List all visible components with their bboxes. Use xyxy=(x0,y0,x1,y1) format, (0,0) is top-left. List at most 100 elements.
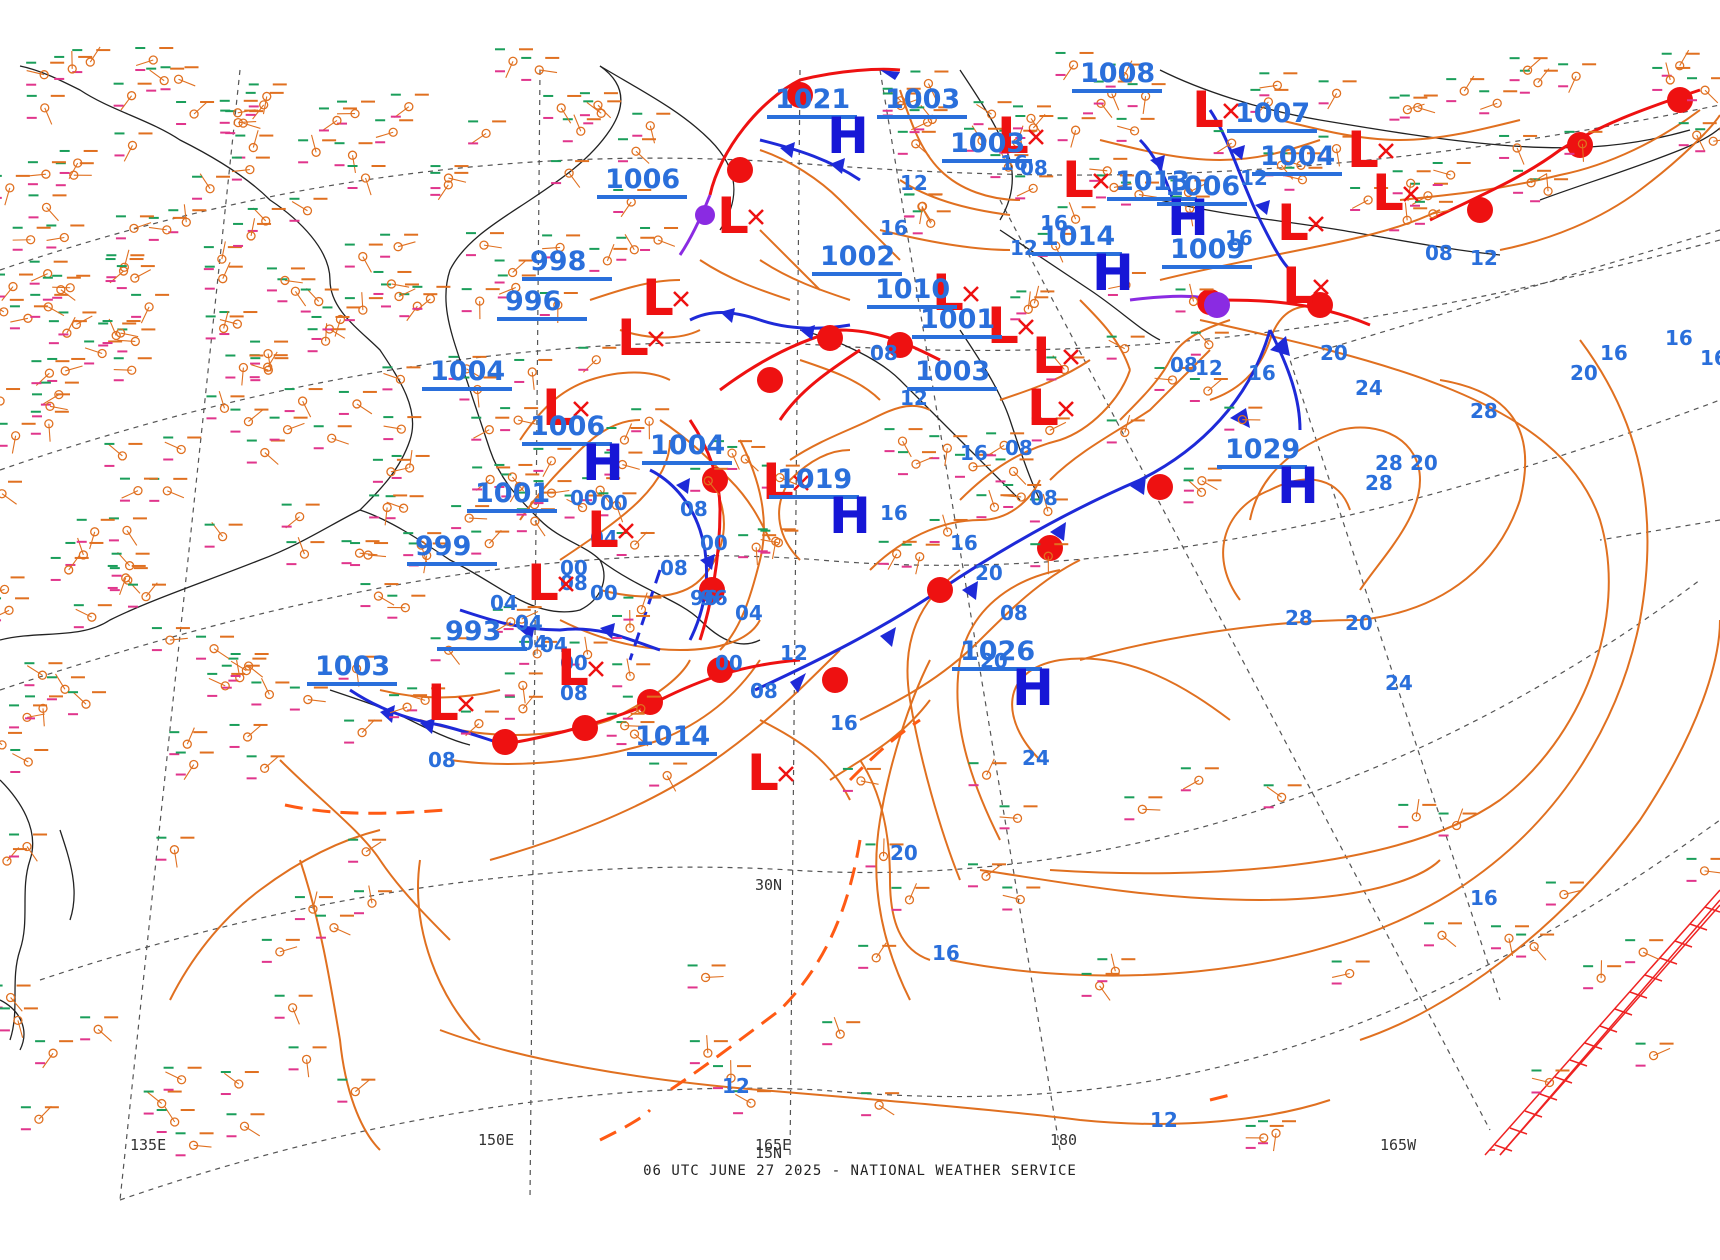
wind-barb xyxy=(1063,64,1074,81)
dewpoint-mark xyxy=(40,381,51,384)
dewpoint-mark xyxy=(504,695,515,698)
temperature-mark xyxy=(338,677,349,680)
temperature-mark xyxy=(372,480,383,483)
isobar-label: 00 xyxy=(560,556,588,580)
temperature-mark xyxy=(294,918,305,921)
dewpoint-mark xyxy=(901,543,912,546)
wind-barb xyxy=(247,724,262,738)
pressure-mark xyxy=(902,540,917,543)
station-plot xyxy=(1509,57,1548,82)
pressure-mark xyxy=(274,340,289,343)
station-circle xyxy=(23,313,33,323)
dewpoint-mark xyxy=(353,890,364,893)
station-plot xyxy=(58,311,97,336)
station-plot xyxy=(269,416,308,441)
low-center-x xyxy=(588,661,604,677)
pressure-mark xyxy=(79,162,94,165)
grid-label: 15N xyxy=(755,1144,782,1162)
pressure-mark xyxy=(53,260,68,263)
dewpoint-mark xyxy=(1490,925,1501,928)
station-circle xyxy=(546,488,557,498)
station-circle xyxy=(233,108,243,118)
dewpoint-mark xyxy=(904,193,915,196)
temperature-mark xyxy=(622,717,633,720)
dewpoint-mark xyxy=(46,676,57,679)
temperature-mark xyxy=(266,289,277,292)
dewpoint-mark xyxy=(247,207,258,210)
pressure-mark xyxy=(228,523,243,526)
temperature-mark xyxy=(494,485,505,488)
isobar-label: 12 xyxy=(1195,356,1223,380)
station-plot xyxy=(1029,493,1068,523)
station-circle xyxy=(1272,80,1283,90)
wind-barb xyxy=(193,1144,212,1148)
pressure-mark xyxy=(337,425,352,428)
temperature-mark xyxy=(383,438,394,441)
station-plot xyxy=(738,534,777,566)
pressure-mark xyxy=(399,119,414,122)
station-circle xyxy=(44,368,55,378)
grid-label: 30N xyxy=(755,876,782,894)
dewpoint-mark xyxy=(632,112,643,115)
wind-barb xyxy=(622,464,640,470)
temperature-mark xyxy=(1686,879,1697,882)
wind-barb xyxy=(448,649,461,665)
dewpoint-mark xyxy=(127,583,138,586)
pressure-mark xyxy=(406,366,421,369)
temperature-mark xyxy=(107,586,118,589)
temperature-mark xyxy=(108,539,119,542)
isobar-label: 08 xyxy=(1005,436,1033,460)
station-plot xyxy=(569,636,608,666)
dewpoint-mark xyxy=(1509,57,1520,60)
dewpoint-mark xyxy=(284,388,295,391)
station-plot xyxy=(32,393,71,418)
station-plot xyxy=(589,243,628,272)
station-circle xyxy=(1183,187,1194,198)
dewpoint-mark xyxy=(412,285,423,288)
high-symbol: H xyxy=(1092,244,1134,302)
station-circle xyxy=(287,1003,298,1013)
pressure-mark xyxy=(6,388,21,391)
temperature-mark xyxy=(733,1112,744,1115)
pressure-mark xyxy=(227,246,242,249)
dewpoint-mark xyxy=(0,422,8,425)
station-circle xyxy=(205,184,215,194)
temperature-mark xyxy=(245,113,256,116)
station-circle xyxy=(396,424,406,434)
temperature-mark xyxy=(1127,105,1138,108)
station-circle xyxy=(602,256,613,266)
temperature-mark xyxy=(1175,310,1186,313)
pressure-mark xyxy=(1140,117,1155,120)
pressure-mark xyxy=(52,194,67,197)
station-plot xyxy=(31,360,70,386)
pressure-mark xyxy=(711,964,726,967)
temperature-mark xyxy=(1095,196,1106,199)
wind-barb xyxy=(420,544,428,563)
station-circle xyxy=(62,328,72,338)
wind-barb xyxy=(623,423,633,441)
dewpoint-mark xyxy=(104,442,115,445)
dewpoint-mark xyxy=(1446,78,1457,81)
pressure-mark xyxy=(1514,925,1529,928)
dewpoint-mark xyxy=(403,532,414,535)
station-plot xyxy=(298,134,337,164)
station-plot xyxy=(727,445,766,472)
station-plot xyxy=(204,262,243,290)
temperature-mark xyxy=(1389,118,1400,121)
temperature-mark xyxy=(562,140,573,143)
station-plot xyxy=(230,408,269,433)
station-plot xyxy=(1558,63,1597,93)
wind-barb xyxy=(1111,93,1120,111)
isobar-label: 04 xyxy=(735,601,763,625)
station-circle xyxy=(986,109,997,119)
station-plot xyxy=(865,838,904,868)
pressure-value: 1029 xyxy=(1225,434,1300,465)
pressure-mark xyxy=(432,542,447,545)
station-plot xyxy=(73,604,112,629)
wind-barb xyxy=(551,489,570,494)
station-plot xyxy=(220,1071,259,1096)
pressure-mark xyxy=(361,1078,376,1081)
temperature-mark xyxy=(1055,73,1066,76)
temperature-mark xyxy=(286,563,297,566)
